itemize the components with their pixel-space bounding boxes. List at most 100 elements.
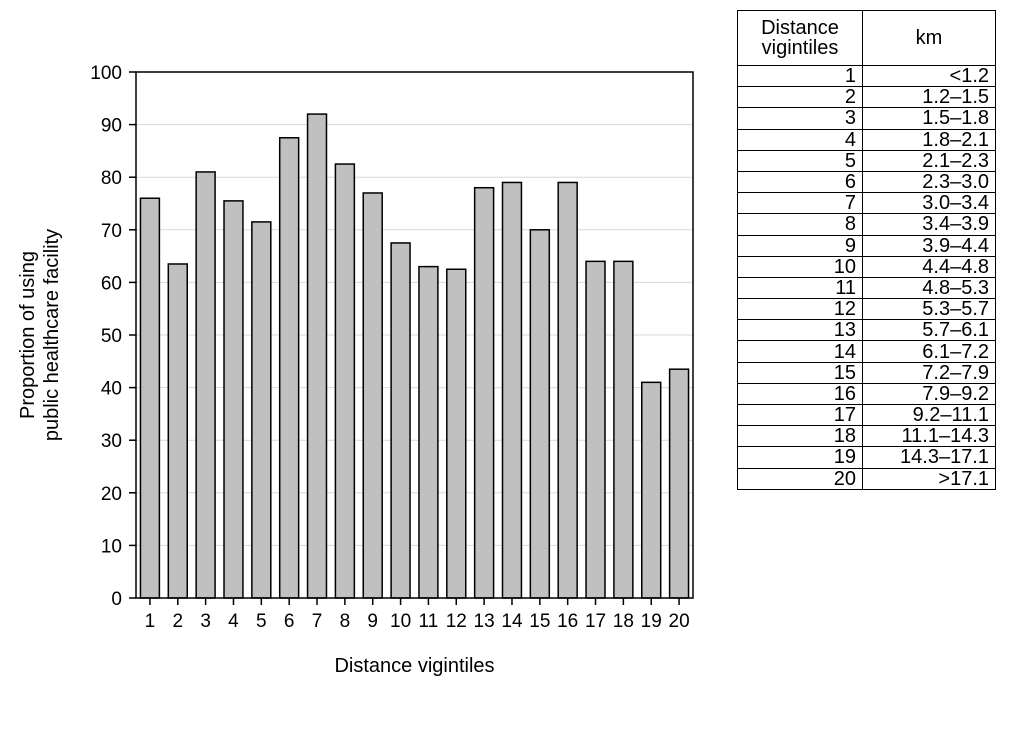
x-tick-label: 7 xyxy=(312,611,323,632)
km-range-cell: 3.9–4.4 xyxy=(862,234,996,257)
y-tick-label: 100 xyxy=(90,63,122,84)
bar xyxy=(641,381,662,599)
bar xyxy=(613,260,634,599)
vigintile-cell: 16 xyxy=(737,382,863,406)
x-tick-label: 10 xyxy=(390,611,411,632)
table-row: 1 <1.2 xyxy=(737,64,996,88)
y-tick-label: 80 xyxy=(101,168,122,189)
bar xyxy=(585,260,606,599)
x-tick-label: 17 xyxy=(585,611,606,632)
km-range-cell: 1.8–2.1 xyxy=(862,128,996,151)
vigintile-cell: 11 xyxy=(737,276,863,300)
vigintile-cell: 2 xyxy=(737,86,863,109)
table-row: 17 9.2–11.1 xyxy=(737,403,996,427)
vigintile-cell: 10 xyxy=(737,255,863,278)
x-tick-label: 14 xyxy=(501,611,523,632)
bar xyxy=(473,186,495,599)
table-row: 12 5.3–5.7 xyxy=(737,298,996,321)
x-tick-label: 3 xyxy=(200,611,211,632)
x-tick-label: 15 xyxy=(529,611,550,632)
km-range-cell: 11.1–14.3 xyxy=(862,425,996,448)
bar xyxy=(446,268,467,599)
km-range-cell: 7.9–9.2 xyxy=(862,382,996,406)
y-tick-label: 40 xyxy=(101,379,122,400)
bar xyxy=(529,229,551,599)
km-range-cell: 4.8–5.3 xyxy=(862,276,996,300)
table-row: 5 2.1–2.3 xyxy=(737,149,996,172)
km-range-cell: 3.0–3.4 xyxy=(862,192,996,215)
table-row: 13 5.7–6.1 xyxy=(737,319,996,342)
bar xyxy=(195,171,216,599)
bar xyxy=(501,181,523,599)
y-tick-label: 0 xyxy=(111,589,122,610)
km-range-cell: <1.2 xyxy=(862,64,996,88)
km-range-cell: 5.7–6.1 xyxy=(862,319,996,342)
table-row: 9 3.9–4.4 xyxy=(737,234,996,257)
vigintile-cell: 6 xyxy=(737,170,863,194)
km-range-cell: 3.4–3.9 xyxy=(862,213,996,236)
table-row: 19 14.3–17.1 xyxy=(737,446,996,469)
x-tick-label: 20 xyxy=(669,611,690,632)
y-tick-label: 90 xyxy=(101,116,122,137)
vigintile-cell: 15 xyxy=(737,361,863,384)
table-row: 15 7.2–7.9 xyxy=(737,361,996,384)
table-row: 4 1.8–2.1 xyxy=(737,128,996,151)
y-tick-label: 50 xyxy=(101,326,122,347)
km-range-cell: 9.2–11.1 xyxy=(862,403,996,427)
y-axis-title-line-1: Proportion of using xyxy=(17,251,39,419)
x-axis-ticks: 1 2 3 4 5 6 7 8 9 10 11 12 13 14 15 16 17 18 19 20 xyxy=(145,598,690,632)
km-range-cell: 2.1–2.3 xyxy=(862,149,996,172)
vigintile-cell: 4 xyxy=(737,128,863,151)
vigintile-cell: 5 xyxy=(737,149,863,172)
y-axis-title: Proportion of using public healthcare fa… xyxy=(17,229,63,441)
km-range-cell: >17.1 xyxy=(862,467,996,490)
table-row: 18 11.1–14.3 xyxy=(737,425,996,448)
vigintile-cell: 20 xyxy=(737,467,863,490)
x-tick-label: 12 xyxy=(446,611,467,632)
km-range-cell: 4.4–4.8 xyxy=(862,255,996,278)
bar xyxy=(306,113,328,599)
vigintile-distance-table: Distance vigintiles km 1 <1.2 2 1.2–1.5 3 1.5… xyxy=(737,10,996,490)
bar xyxy=(668,368,690,599)
vigintile-cell: 13 xyxy=(737,319,863,342)
column-header-km: km xyxy=(862,10,996,66)
bar xyxy=(167,263,188,599)
km-range-cell: 1.5–1.8 xyxy=(862,107,996,130)
km-range-cell: 2.3–3.0 xyxy=(862,170,996,194)
bar xyxy=(223,200,244,599)
x-tick-label: 18 xyxy=(613,611,634,632)
x-tick-label: 5 xyxy=(256,611,267,632)
x-tick-label: 9 xyxy=(367,611,378,632)
vigintile-cell: 9 xyxy=(737,234,863,257)
vigintile-cell: 3 xyxy=(737,107,863,130)
column-header-vigintiles: Distance vigintiles xyxy=(737,10,863,66)
y-tick-label: 20 xyxy=(101,484,122,505)
y-tick-label: 60 xyxy=(101,273,122,294)
table-row: 2 1.2–1.5 xyxy=(737,86,996,109)
table-row: 10 4.4–4.8 xyxy=(737,255,996,278)
km-range-cell: 6.1–7.2 xyxy=(862,340,996,363)
y-tick-label: 10 xyxy=(101,536,122,557)
x-axis-title: Distance vigintiles xyxy=(334,655,494,677)
bar xyxy=(278,137,300,599)
vigintile-cell: 12 xyxy=(737,298,863,321)
km-range-cell: 5.3–5.7 xyxy=(862,298,996,321)
km-range-cell: 1.2–1.5 xyxy=(862,86,996,109)
x-tick-label: 2 xyxy=(172,611,183,632)
y-tick-label: 30 xyxy=(101,431,122,452)
table-row: 7 3.0–3.4 xyxy=(737,192,996,215)
table-row: 6 2.3–3.0 xyxy=(737,170,996,194)
vigintile-cell: 7 xyxy=(737,192,863,215)
vigintile-cell: 18 xyxy=(737,425,863,448)
bars xyxy=(139,113,690,599)
table-row: 11 4.8–5.3 xyxy=(737,276,996,300)
vigintile-cell: 14 xyxy=(737,340,863,363)
x-tick-label: 1 xyxy=(145,611,156,632)
bar xyxy=(251,221,272,599)
bar xyxy=(362,192,383,599)
x-tick-label: 16 xyxy=(557,611,578,632)
table-row: 14 6.1–7.2 xyxy=(737,340,996,363)
vigintile-cell: 8 xyxy=(737,213,863,236)
y-tick-label: 70 xyxy=(101,221,122,242)
